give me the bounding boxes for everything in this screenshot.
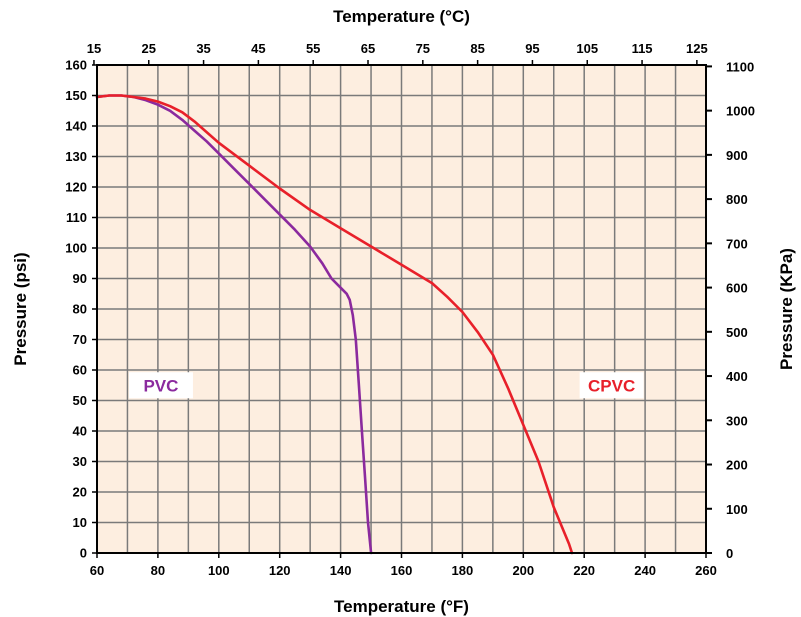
y-tick-label-right: 800 xyxy=(726,192,748,207)
y-tick-label-left: 160 xyxy=(65,58,87,73)
y-tick-label-right: 100 xyxy=(726,502,748,517)
cpvc-label-text: CPVC xyxy=(588,376,635,395)
y-tick-label-left: 80 xyxy=(73,302,87,317)
cpvc-label-background xyxy=(579,372,644,399)
y-tick-label-left: 100 xyxy=(65,241,87,256)
pvc-label-background xyxy=(128,372,193,399)
y-tick-label-left: 90 xyxy=(73,271,87,286)
y-tick-label-left: 130 xyxy=(65,149,87,164)
x-tick-label-top: 95 xyxy=(525,41,539,56)
x-tick-label-top: 35 xyxy=(196,41,210,56)
series-line-cpvc xyxy=(95,94,574,555)
x-tick-label-bottom: 260 xyxy=(695,563,717,578)
y-tick-label-right: 0 xyxy=(726,546,733,561)
x-tick-label-top: 15 xyxy=(87,41,101,56)
y-tick-label-left: 150 xyxy=(65,88,87,103)
x-tick-label-bottom: 160 xyxy=(391,563,413,578)
x-tick-label-top: 125 xyxy=(686,41,708,56)
y-tick-label-left: 140 xyxy=(65,119,87,134)
grid xyxy=(96,64,707,554)
y-tick-label-left: 120 xyxy=(65,180,87,195)
series xyxy=(95,94,574,555)
y-axis-title-right: Pressure (KPa) xyxy=(777,248,796,370)
x-axis-title-bottom: Temperature (°F) xyxy=(334,597,469,616)
y-tick-label-left: 0 xyxy=(80,546,87,561)
y-tick-label-right: 900 xyxy=(726,148,748,163)
y-tick-label-right: 500 xyxy=(726,325,748,340)
x-tick-label-top: 85 xyxy=(470,41,484,56)
x-tick-label-bottom: 140 xyxy=(330,563,352,578)
x-tick-label-top: 55 xyxy=(306,41,320,56)
x-tick-label-top: 115 xyxy=(632,41,653,56)
y-tick-label-right: 200 xyxy=(726,458,748,473)
plot-frame xyxy=(96,64,707,554)
y-tick-label-left: 10 xyxy=(73,515,87,530)
x-tick-label-top: 65 xyxy=(361,41,375,56)
x-tick-label-bottom: 80 xyxy=(151,563,165,578)
y-tick-label-right: 600 xyxy=(726,281,748,296)
y-tick-label-left: 20 xyxy=(73,485,87,500)
y-tick-label-right: 400 xyxy=(726,369,748,384)
y-tick-label-left: 50 xyxy=(73,393,87,408)
cpvc-series-label: CPVC xyxy=(579,372,644,399)
y-axis-title-left: Pressure (psi) xyxy=(11,252,30,365)
y-tick-label-left: 60 xyxy=(73,363,87,378)
y-tick-label-left: 40 xyxy=(73,424,87,439)
series-line-pvc xyxy=(95,94,373,555)
pvc-label-text: PVC xyxy=(143,376,178,395)
y-tick-label-left: 30 xyxy=(73,454,87,469)
x-tick-label-bottom: 220 xyxy=(573,563,595,578)
x-tick-label-bottom: 180 xyxy=(452,563,474,578)
x-tick-label-bottom: 200 xyxy=(512,563,534,578)
y-tick-label-right: 1000 xyxy=(726,104,755,119)
x-tick-label-top: 45 xyxy=(251,41,265,56)
x-tick-label-top: 25 xyxy=(142,41,156,56)
y-tick-label-right: 700 xyxy=(726,236,748,251)
y-tick-label-left: 110 xyxy=(66,210,87,225)
x-tick-label-bottom: 60 xyxy=(90,563,104,578)
y-tick-label-left: 70 xyxy=(73,332,87,347)
y-tick-label-right: 300 xyxy=(726,413,748,428)
y-tick-label-right: 1100 xyxy=(726,59,754,74)
x-tick-label-top: 75 xyxy=(416,41,430,56)
x-tick-label-bottom: 120 xyxy=(269,563,291,578)
pvc-series-label: PVC xyxy=(128,372,193,399)
x-axis-title-top: Temperature (°C) xyxy=(333,7,470,26)
x-tick-label-top: 105 xyxy=(576,41,598,56)
x-tick-label-bottom: 100 xyxy=(208,563,230,578)
x-tick-label-bottom: 240 xyxy=(634,563,656,578)
